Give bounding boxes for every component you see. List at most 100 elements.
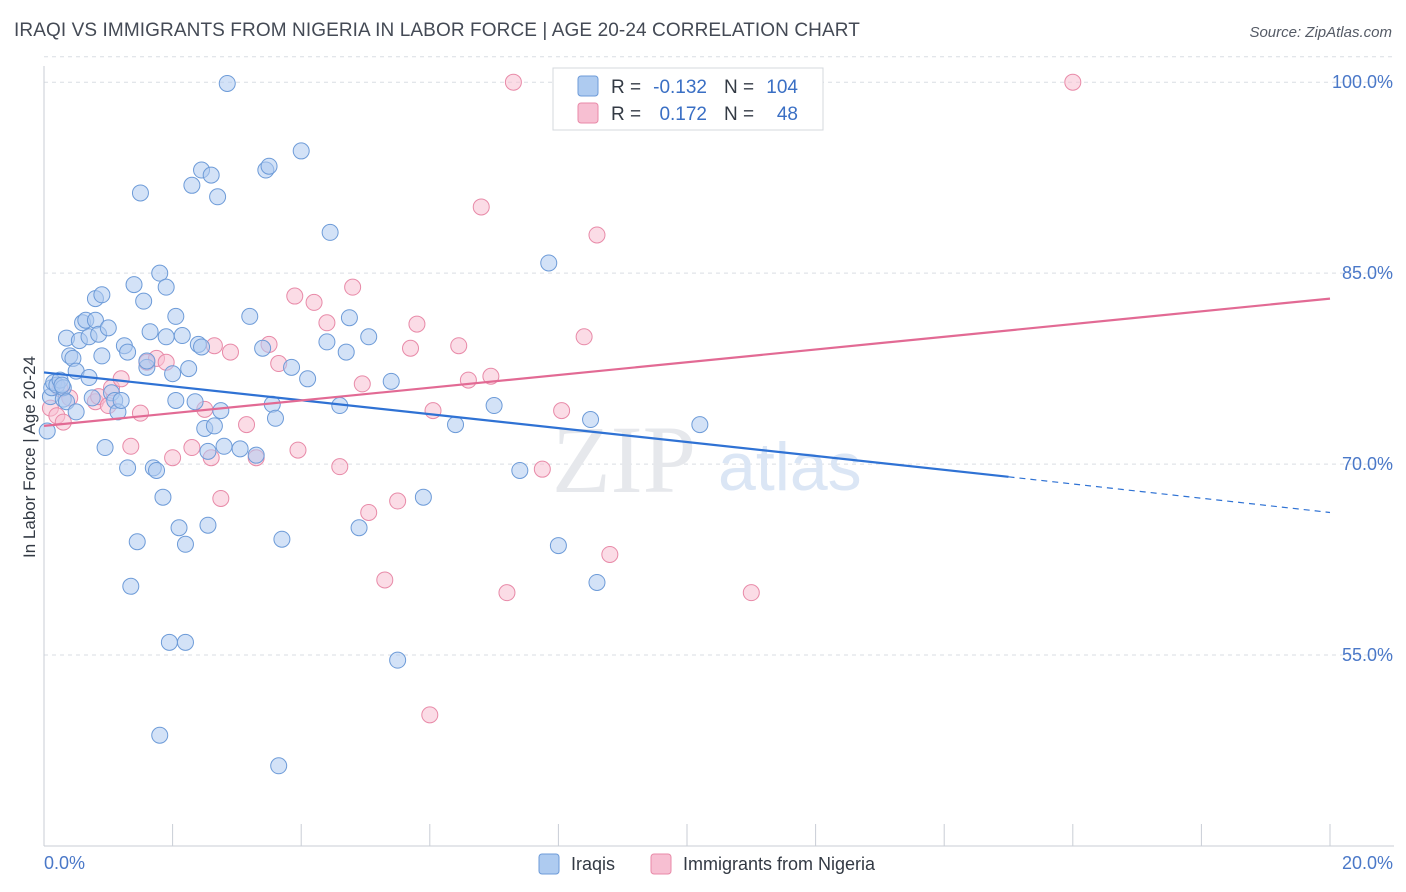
watermark-zip: ZIP	[552, 406, 696, 513]
point-iraqi-98	[549, 537, 567, 555]
point-nigeria-29	[318, 314, 336, 332]
axes	[43, 66, 1394, 847]
point-iraqi-60	[193, 338, 211, 356]
point-iraqi-55	[176, 633, 194, 651]
point-nigeria-3	[54, 413, 72, 431]
point-iraqi-57	[183, 176, 201, 194]
legend-r-label-iraqis: R =	[611, 77, 641, 98]
y-tick-labels: 55.0% 70.0% 85.0% 100.0%	[1332, 72, 1393, 665]
point-iraqi-65	[202, 166, 220, 184]
point-iraqi-51	[167, 391, 185, 409]
point-iraqi-69	[215, 437, 233, 455]
y-tick-label-2: 85.0%	[1342, 263, 1393, 283]
point-iraqi-0	[38, 422, 56, 440]
bottom-legend-swatch-nigeria	[650, 853, 672, 875]
point-iraqi-101	[691, 416, 709, 434]
point-iraqi-50	[167, 307, 185, 325]
point-iraqi-52	[170, 519, 188, 537]
point-nigeria-9	[112, 370, 130, 388]
legend-n-value-iraqis: 104	[766, 77, 798, 98]
point-nigeria-10	[122, 437, 140, 455]
point-iraqi-80	[273, 530, 291, 548]
point-iraqi-25	[99, 319, 117, 337]
legend-n-label-nigeria: N =	[724, 104, 754, 125]
point-iraqi-67	[209, 188, 227, 206]
point-iraqi-72	[241, 307, 259, 325]
point-iraqi-56	[180, 360, 198, 378]
point-iraqi-33	[122, 577, 140, 595]
y-tick-label-0: 55.0%	[1342, 645, 1393, 665]
point-iraqi-47	[157, 328, 175, 346]
correlation-legend: R = -0.132 N = 104 R = 0.172 N = 48	[552, 67, 824, 131]
point-iraqi-24	[96, 439, 114, 457]
bottom-legend-label-nigeria: Immigrants from Nigeria	[683, 854, 876, 874]
bottom-legend-swatch-iraqis	[538, 853, 560, 875]
x-tick-labels: 0.0% 20.0%	[44, 853, 1393, 873]
point-iraqi-48	[160, 633, 178, 651]
point-nigeria-26	[286, 287, 304, 305]
legend-swatch-iraqis	[577, 75, 599, 97]
point-iraqi-34	[125, 276, 143, 294]
point-nigeria-37	[408, 315, 426, 333]
x-tick-label-0: 0.0%	[44, 853, 85, 873]
point-nigeria-36	[402, 339, 420, 357]
point-nigeria-51	[742, 584, 760, 602]
point-iraqi-66	[205, 417, 223, 435]
point-iraqi-87	[337, 343, 355, 361]
point-nigeria-35	[389, 492, 407, 510]
point-iraqi-64	[199, 516, 217, 534]
point-iraqi-74	[254, 339, 272, 357]
point-iraqi-53	[173, 327, 191, 345]
point-nigeria-31	[344, 278, 362, 296]
point-iraqi-39	[138, 352, 156, 370]
point-iraqi-76	[260, 157, 278, 175]
point-nigeria-50	[601, 545, 619, 563]
point-nigeria-11	[131, 404, 149, 422]
y-axis-title: In Labor Force | Age 20-24	[20, 356, 39, 558]
point-nigeria-16	[183, 439, 201, 457]
point-iraqi-43	[151, 726, 169, 744]
point-iraqi-79	[270, 757, 288, 775]
point-iraqi-44	[151, 264, 169, 282]
point-iraqi-71	[231, 440, 249, 458]
point-iraqi-81	[283, 358, 301, 376]
point-iraqi-40	[141, 323, 159, 341]
point-iraqi-70	[218, 74, 236, 92]
point-iraqi-102	[53, 376, 71, 394]
point-iraqi-94	[447, 416, 465, 434]
point-iraqi-99	[582, 411, 600, 429]
point-iraqi-88	[340, 309, 358, 327]
point-iraqi-58	[186, 393, 204, 411]
watermark: ZIP atlas	[552, 406, 862, 513]
point-nigeria-33	[360, 503, 378, 521]
point-iraqi-63	[199, 442, 217, 460]
y-tick-label-3: 100.0%	[1332, 72, 1393, 92]
trend-line-iraqis	[43, 371, 1009, 478]
point-iraqi-78	[266, 409, 284, 427]
point-nigeria-21	[221, 343, 239, 361]
point-nigeria-22	[238, 416, 256, 434]
point-iraqi-97	[540, 254, 558, 272]
watermark-atlas: atlas	[718, 429, 862, 505]
point-nigeria-27	[289, 441, 307, 459]
legend-r-label-nigeria: R =	[611, 104, 641, 125]
point-iraqi-96	[511, 461, 529, 479]
point-nigeria-42	[472, 198, 490, 216]
point-iraqi-49	[164, 365, 182, 383]
point-nigeria-34	[376, 571, 394, 589]
x-tick-label-1: 20.0%	[1342, 853, 1393, 873]
point-iraqi-36	[131, 184, 149, 202]
series-nigeria-points	[41, 73, 1082, 724]
series-iraqis-points	[38, 74, 709, 775]
point-nigeria-32	[353, 375, 371, 393]
point-nigeria-38	[421, 706, 439, 724]
chart-source: Source: ZipAtlas.com	[1249, 24, 1392, 41]
point-iraqi-95	[485, 397, 503, 415]
point-iraqi-89	[350, 519, 368, 537]
point-iraqi-73	[247, 446, 265, 464]
legend-n-value-nigeria: 48	[777, 104, 798, 125]
point-nigeria-30	[331, 458, 349, 476]
chart-title: IRAQI VS IMMIGRANTS FROM NIGERIA IN LABO…	[14, 20, 860, 41]
point-iraqi-31	[119, 459, 137, 477]
